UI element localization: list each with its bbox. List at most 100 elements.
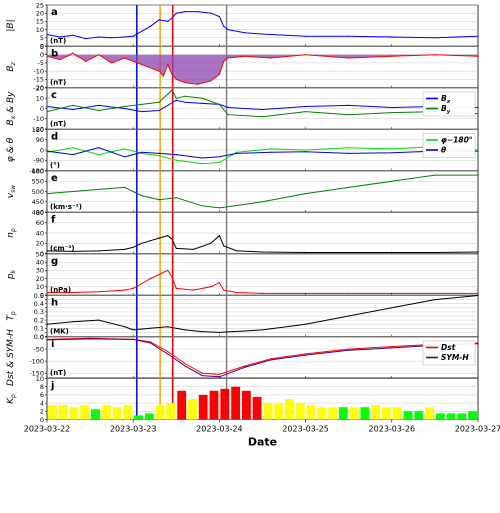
data-point <box>89 338 91 340</box>
panel-unit: (nT) <box>50 120 66 128</box>
legend-label: By <box>441 104 451 115</box>
data-point <box>244 366 246 368</box>
kp-bar <box>48 405 57 420</box>
y-tick-label: -90 <box>33 157 44 165</box>
data-point <box>348 348 350 350</box>
data-point <box>98 154 100 156</box>
data-point <box>175 78 177 80</box>
kp-bar <box>274 403 284 420</box>
series-line-h-0 <box>46 295 479 333</box>
y-tick-label: -150 <box>29 369 44 377</box>
data-point <box>72 34 74 36</box>
y-tick-label: 50 <box>36 250 44 258</box>
data-point <box>184 101 186 103</box>
data-point <box>175 97 177 99</box>
data-point <box>149 341 151 343</box>
panel-unit: (MK) <box>50 328 69 336</box>
data-point <box>141 30 143 32</box>
y-tick-label: 20 <box>36 10 44 18</box>
panel-ylabel: Tp <box>6 311 17 321</box>
data-point <box>149 278 151 280</box>
data-point <box>167 353 169 355</box>
y-tick-label: 2 <box>40 408 44 416</box>
data-point <box>132 35 134 37</box>
kp-bar <box>349 407 359 420</box>
panel-unit: (°) <box>50 162 60 170</box>
data-point <box>72 321 74 323</box>
data-point <box>434 299 436 301</box>
ylabel-text: φ & θ <box>6 137 16 162</box>
ylabel-text: vsw <box>6 185 17 198</box>
data-point <box>98 36 100 38</box>
data-point <box>149 240 151 242</box>
data-point <box>477 150 479 152</box>
data-point <box>167 63 169 66</box>
data-point <box>141 195 143 197</box>
data-point <box>261 329 264 331</box>
ylabel-text: Tp <box>6 311 17 321</box>
data-point <box>72 250 74 252</box>
data-point <box>218 235 220 237</box>
y-tick-label: 6 <box>40 391 44 399</box>
data-point <box>59 59 61 61</box>
y-tick-label: 0 <box>40 105 44 113</box>
y-tick-label: 0 <box>40 250 44 258</box>
data-point <box>184 11 186 13</box>
data-point <box>184 365 186 367</box>
data-point <box>223 25 225 27</box>
data-point <box>46 291 48 294</box>
data-point <box>218 15 220 18</box>
data-point <box>261 116 264 118</box>
kp-bar <box>285 399 294 420</box>
kp-bar <box>414 411 424 420</box>
y-tick-label: 90 <box>36 136 44 144</box>
data-point <box>391 148 393 150</box>
kp-bar <box>198 394 208 420</box>
y-tick-label: 8 <box>40 383 44 391</box>
data-point <box>149 327 151 329</box>
data-point <box>197 11 199 13</box>
data-point <box>201 97 203 99</box>
data-point <box>141 103 143 105</box>
legend-label: θ <box>441 146 446 155</box>
data-point <box>270 151 272 153</box>
x-tick-label: 2023-03-26 <box>369 425 416 434</box>
data-point <box>477 343 479 345</box>
data-point <box>477 55 479 57</box>
data-point <box>218 282 220 284</box>
panel-ylabel: |B| <box>6 19 16 31</box>
data-point <box>149 25 151 27</box>
kp-bar <box>177 390 187 420</box>
data-point <box>171 238 173 240</box>
data-point <box>210 242 212 244</box>
data-point <box>305 323 307 325</box>
y-tick-label: 20 <box>36 240 44 248</box>
series-line-d-1 <box>46 147 478 159</box>
panel-ylabel: φ & θ <box>6 137 16 162</box>
data-point <box>227 57 229 59</box>
y-tick-label: 60 <box>36 219 44 227</box>
data-point <box>111 62 113 64</box>
data-point <box>348 251 350 254</box>
data-point <box>184 82 186 84</box>
data-point <box>223 60 225 62</box>
ylabel-text: Kp <box>6 394 17 404</box>
kp-bar <box>457 413 467 420</box>
data-point <box>305 105 307 108</box>
data-point <box>184 362 186 365</box>
data-point <box>305 354 307 356</box>
panel-letter: d <box>51 132 58 143</box>
data-point <box>132 287 134 289</box>
y-tick-label: 15 <box>36 18 44 26</box>
panel-e: 400 450 500 550 600 e (km·s⁻¹) vsw <box>6 167 479 216</box>
data-point <box>158 152 160 154</box>
data-point <box>244 365 246 367</box>
data-point <box>46 339 48 341</box>
data-point <box>46 55 48 57</box>
ylabel-text: Bz <box>6 61 17 71</box>
panel-letter: g <box>51 256 58 267</box>
data-point <box>270 57 272 59</box>
y-tick-label: 40 <box>36 259 44 267</box>
data-point <box>218 161 220 164</box>
